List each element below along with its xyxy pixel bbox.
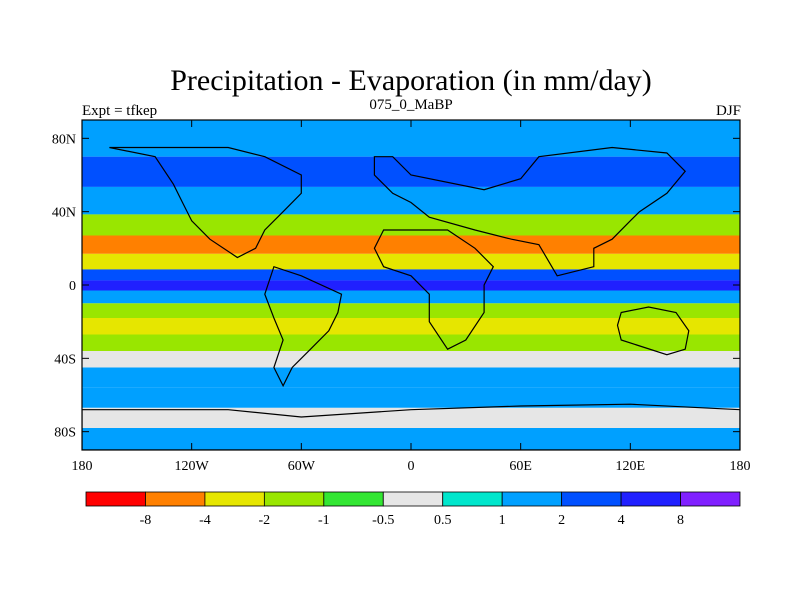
colorbar-swatch	[382, 491, 444, 507]
y-tick-label: 80S	[54, 426, 76, 441]
colorbar-label: 2	[558, 513, 565, 528]
field-band	[82, 407, 740, 428]
subtitle-right: DJF	[716, 103, 741, 119]
colorbar-label: -1	[318, 513, 330, 528]
colorbar-label: 8	[677, 513, 684, 528]
colorbar-swatch	[561, 491, 622, 507]
colorbar-swatch	[501, 491, 563, 507]
field-band	[82, 351, 740, 368]
y-tick-label: 80N	[52, 132, 76, 147]
colorbar-swatch	[85, 491, 146, 507]
field-band	[82, 269, 740, 281]
land-layer	[82, 146, 740, 450]
colorbar-label: -8	[140, 513, 152, 528]
continent-outline	[264, 265, 343, 388]
field-band	[82, 253, 740, 270]
x-tick-label: 60W	[288, 459, 316, 474]
colorbar-swatch	[145, 491, 206, 507]
field-band	[82, 280, 740, 291]
field-band	[82, 367, 740, 388]
field-band	[82, 214, 740, 236]
colorbar-swatch	[263, 491, 325, 507]
chart-title: Precipitation - Evaporation (in mm/day)	[170, 64, 652, 97]
continent-outline	[109, 146, 302, 259]
x-tick-label: 180	[730, 459, 751, 474]
subtitle-center: 075_0_MaBP	[369, 97, 452, 113]
colorbar-swatch	[323, 491, 384, 507]
field-band	[82, 387, 740, 408]
y-tick-label: 40S	[54, 352, 76, 367]
colorbar-label: -0.5	[372, 513, 394, 528]
field-band	[82, 428, 740, 450]
colorbar-label: -4	[199, 513, 211, 528]
field-band	[82, 334, 740, 351]
colorbar-swatch	[442, 491, 503, 507]
colorbar-label: 0.5	[434, 513, 452, 528]
subtitle-left: Expt = tfkep	[82, 103, 157, 119]
x-tick-label: 60E	[509, 459, 532, 474]
continent-outline	[616, 306, 690, 356]
colorbar-label: 1	[499, 513, 506, 528]
field-band	[82, 156, 740, 187]
y-tick-label: 0	[69, 279, 76, 294]
colorbar-swatch	[620, 491, 681, 507]
x-tick-label: 120E	[616, 459, 646, 474]
continent-outline	[82, 403, 740, 450]
colorbar-swatch	[204, 491, 265, 507]
x-tick-label: 180	[72, 459, 93, 474]
field-band	[82, 186, 740, 215]
x-tick-label: 0	[408, 459, 415, 474]
field-band	[82, 235, 740, 254]
colorbar-label: -2	[259, 513, 271, 528]
continent-outline	[373, 229, 495, 350]
field-layer	[82, 120, 740, 450]
field-band	[82, 303, 740, 318]
colorbar: -8 -4 -2 -1 -0.5 0.5 1 2 4 8	[85, 491, 741, 528]
x-tick-label: 120W	[175, 459, 210, 474]
x-axis: 180 120W 60W 0 60E 120E 180	[72, 120, 751, 474]
colorbar-label: 4	[618, 513, 625, 528]
colorbar-swatch	[680, 491, 741, 507]
y-tick-label: 40N	[52, 206, 76, 221]
y-axis: 80N 40N 0 40S 80S	[52, 132, 740, 441]
field-band	[82, 290, 740, 304]
continent-outline	[373, 146, 687, 277]
plot-area	[82, 120, 740, 450]
field-band	[82, 318, 740, 335]
